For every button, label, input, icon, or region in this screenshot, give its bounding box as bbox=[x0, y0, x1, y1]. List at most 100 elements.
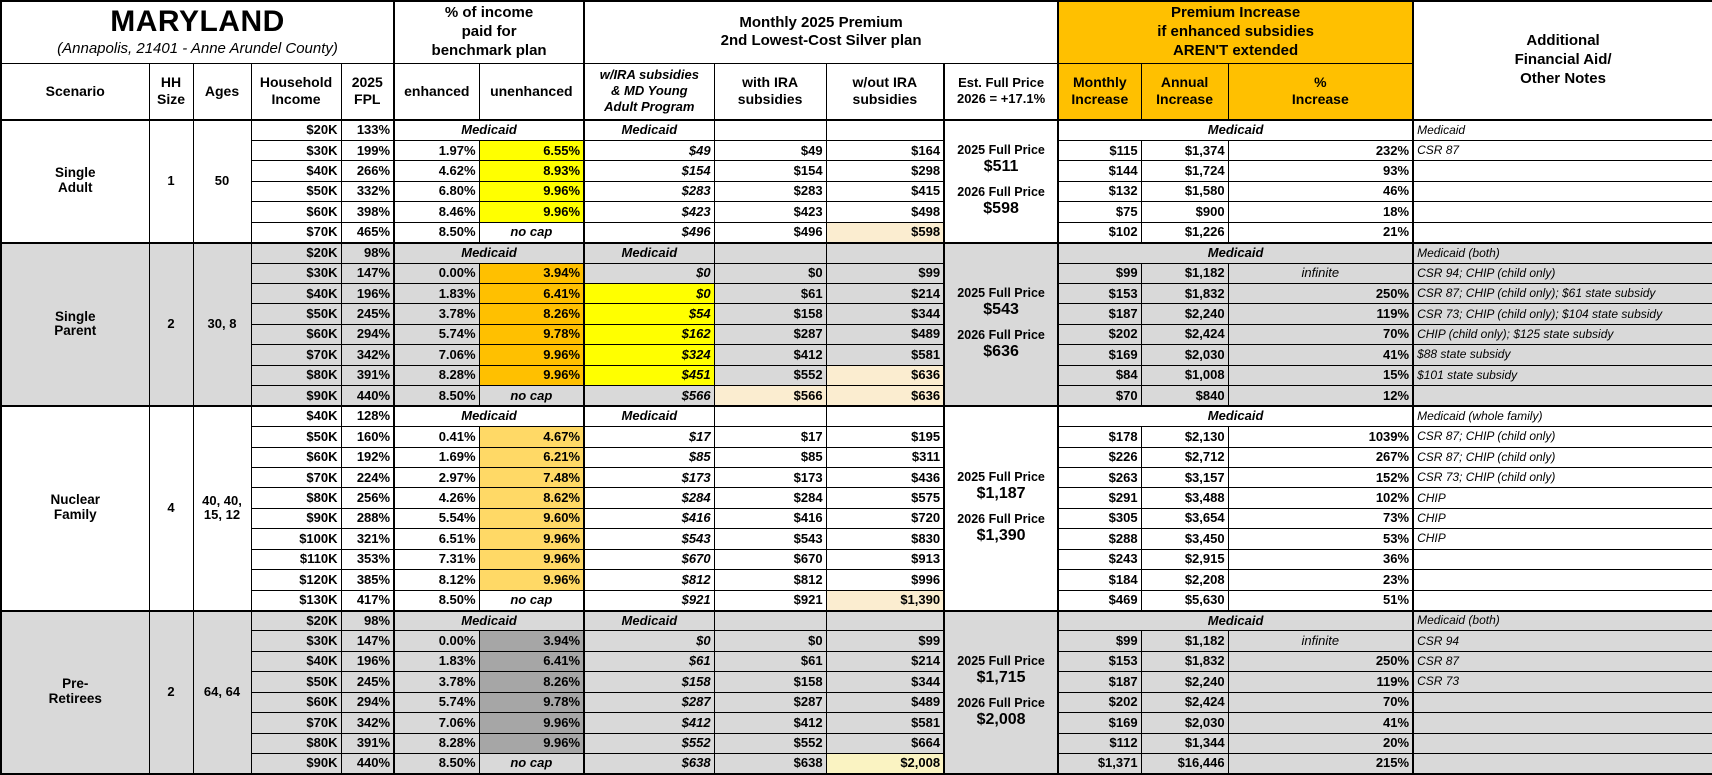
household-income-cell: $90K bbox=[250, 507, 342, 530]
column-header-row: Scenario HH Size Ages Household Income 2… bbox=[0, 62, 1712, 121]
unenhanced-cell: 9.96% bbox=[478, 201, 585, 223]
household-income-cell: $30K bbox=[250, 262, 342, 285]
full-price-2026-label: 2026 Full Price bbox=[957, 512, 1045, 527]
pct-increase-cell: 232% bbox=[1227, 139, 1414, 162]
note-cell bbox=[1412, 160, 1712, 182]
wout-ira-cell: $195 bbox=[825, 426, 945, 448]
enhanced-cell: 4.26% bbox=[393, 487, 480, 509]
monthly-increase-cell: $84 bbox=[1057, 364, 1142, 387]
annual-increase-cell: $2,240 bbox=[1140, 671, 1229, 693]
medicaid-increase-cell: Medicaid bbox=[1057, 118, 1414, 141]
sheet-title-block: MARYLAND (Annapolis, 21401 - Anne Arunde… bbox=[0, 0, 395, 64]
household-income-cell: $30K bbox=[250, 630, 342, 652]
pct-increase-cell: 102% bbox=[1227, 487, 1414, 509]
pct-increase-cell: 70% bbox=[1227, 691, 1414, 714]
note-cell bbox=[1412, 180, 1712, 203]
household-income-cell: $60K bbox=[250, 201, 342, 223]
wout-ira-cell: $311 bbox=[825, 446, 945, 468]
enhanced-cell: 0.41% bbox=[393, 426, 480, 448]
scenario-cell: Single Parent bbox=[0, 241, 150, 407]
wira-cell: $670 bbox=[583, 548, 715, 571]
with-ira-cell: $17 bbox=[713, 426, 827, 448]
wira-cell: $0 bbox=[583, 282, 715, 305]
wira-cell: $638 bbox=[583, 753, 715, 775]
household-income-cell: $60K bbox=[250, 323, 342, 346]
unenhanced-cell: 9.96% bbox=[478, 180, 585, 203]
household-income-cell: $40K bbox=[250, 650, 342, 673]
enhanced-cell: 8.28% bbox=[393, 732, 480, 755]
unenhanced-cell: 9.96% bbox=[478, 569, 585, 591]
household-income-cell: $40K bbox=[250, 282, 342, 305]
enhanced-cell: 1.69% bbox=[393, 446, 480, 468]
note-cell: $101 state subsidy bbox=[1412, 364, 1712, 387]
page-title: MARYLAND bbox=[110, 5, 285, 39]
with-ira-cell: $638 bbox=[713, 753, 827, 775]
enhanced-cell: 3.78% bbox=[393, 303, 480, 325]
unenhanced-cell: 6.55% bbox=[478, 139, 585, 162]
pct-increase-cell: 41% bbox=[1227, 712, 1414, 734]
enhanced-cell: 1.83% bbox=[393, 282, 480, 305]
annual-increase-column-header: Annual Increase bbox=[1140, 62, 1229, 121]
pct-increase-cell: 267% bbox=[1227, 446, 1414, 468]
annual-increase-cell: $1,182 bbox=[1140, 630, 1229, 652]
annual-increase-cell: $2,712 bbox=[1140, 446, 1229, 468]
fpl-cell: 288% bbox=[340, 507, 395, 530]
table-row: Nuclear Family 4 40, 40, 15, 12 $40K 128% Med… bbox=[0, 405, 1712, 612]
annual-increase-cell: $2,915 bbox=[1140, 548, 1229, 571]
household-income-cell: $80K bbox=[250, 487, 342, 509]
pct-increase-cell: 36% bbox=[1227, 548, 1414, 571]
note-cell bbox=[1412, 712, 1712, 734]
pct-increase-cell: 73% bbox=[1227, 507, 1414, 530]
unenhanced-cell: 8.26% bbox=[478, 303, 585, 325]
wout-ira-cell: $164 bbox=[825, 139, 945, 162]
pct-increase-cell: 23% bbox=[1227, 569, 1414, 591]
table-row: Pre- Retirees 2 64, 64 $20K 98% Medicaid Medic… bbox=[0, 609, 1712, 775]
full-price-2026-value: $636 bbox=[983, 343, 1019, 361]
wout-ira-cell: $575 bbox=[825, 487, 945, 509]
note-cell bbox=[1412, 201, 1712, 223]
note-cell: CSR 87; CHIP (child only); $61 state sub… bbox=[1412, 282, 1712, 305]
wout-ira-cell: $830 bbox=[825, 528, 945, 550]
with-ira-cell bbox=[713, 241, 827, 264]
fpl-cell: 440% bbox=[340, 753, 395, 775]
unenhanced-column-header: unenhanced bbox=[478, 62, 585, 121]
table-row: $80K 391% 8.28% 9.96% $552 $552 $664 $112 $1,344… bbox=[1, 732, 1712, 755]
fpl-cell: 332% bbox=[340, 180, 395, 203]
enhanced-cell: 5.74% bbox=[393, 323, 480, 346]
pct-increase-cell: 119% bbox=[1227, 303, 1414, 325]
note-cell: CHIP bbox=[1412, 528, 1712, 550]
fpl-cell: 245% bbox=[340, 303, 395, 325]
household-income-cell: $120K bbox=[250, 569, 342, 591]
with-ira-column-header: with IRA subsidies bbox=[713, 62, 827, 121]
household-income-cell: $20K bbox=[250, 609, 342, 632]
medicaid-increase-cell: Medicaid bbox=[1057, 609, 1414, 632]
wira-cell: $154 bbox=[583, 160, 715, 182]
monthly-increase-cell: $202 bbox=[1057, 323, 1142, 346]
annual-increase-cell: $2,240 bbox=[1140, 303, 1229, 325]
wira-cell: $496 bbox=[583, 221, 715, 244]
household-income-cell: $50K bbox=[250, 303, 342, 325]
table-row: $70K 465% 8.50% no cap $496 $496 $598 $102 $1,22… bbox=[1, 221, 1712, 244]
est-full-price-cell: 2025 Full Price $1,715 2026 Full Price $2,0… bbox=[943, 609, 1059, 775]
wout-ira-cell bbox=[825, 241, 945, 264]
with-ira-cell: $154 bbox=[713, 160, 827, 182]
scenario-cell: Pre- Retirees bbox=[0, 609, 150, 775]
monthly-increase-cell: $178 bbox=[1057, 426, 1142, 448]
fpl-cell: 294% bbox=[340, 691, 395, 714]
annual-increase-cell: $2,030 bbox=[1140, 344, 1229, 366]
fpl-cell: 160% bbox=[340, 426, 395, 448]
note-cell: CSR 73 bbox=[1412, 671, 1712, 693]
fpl-cell: 147% bbox=[340, 262, 395, 285]
table-row: $50K 160% 0.41% 4.67% $17 $17 $195 $178 $2,130 10… bbox=[1, 426, 1712, 448]
pct-increase-cell: 12% bbox=[1227, 385, 1414, 407]
with-ira-cell: $552 bbox=[713, 732, 827, 755]
note-cell: CHIP bbox=[1412, 487, 1712, 509]
fpl-cell: 353% bbox=[340, 548, 395, 571]
wira-cell: $416 bbox=[583, 507, 715, 530]
unenhanced-cell: 8.26% bbox=[478, 671, 585, 693]
note-cell: CSR 73; CHIP (child only); $104 state su… bbox=[1412, 303, 1712, 325]
unenhanced-cell: 9.96% bbox=[478, 344, 585, 366]
household-income-cell: $40K bbox=[250, 405, 342, 428]
